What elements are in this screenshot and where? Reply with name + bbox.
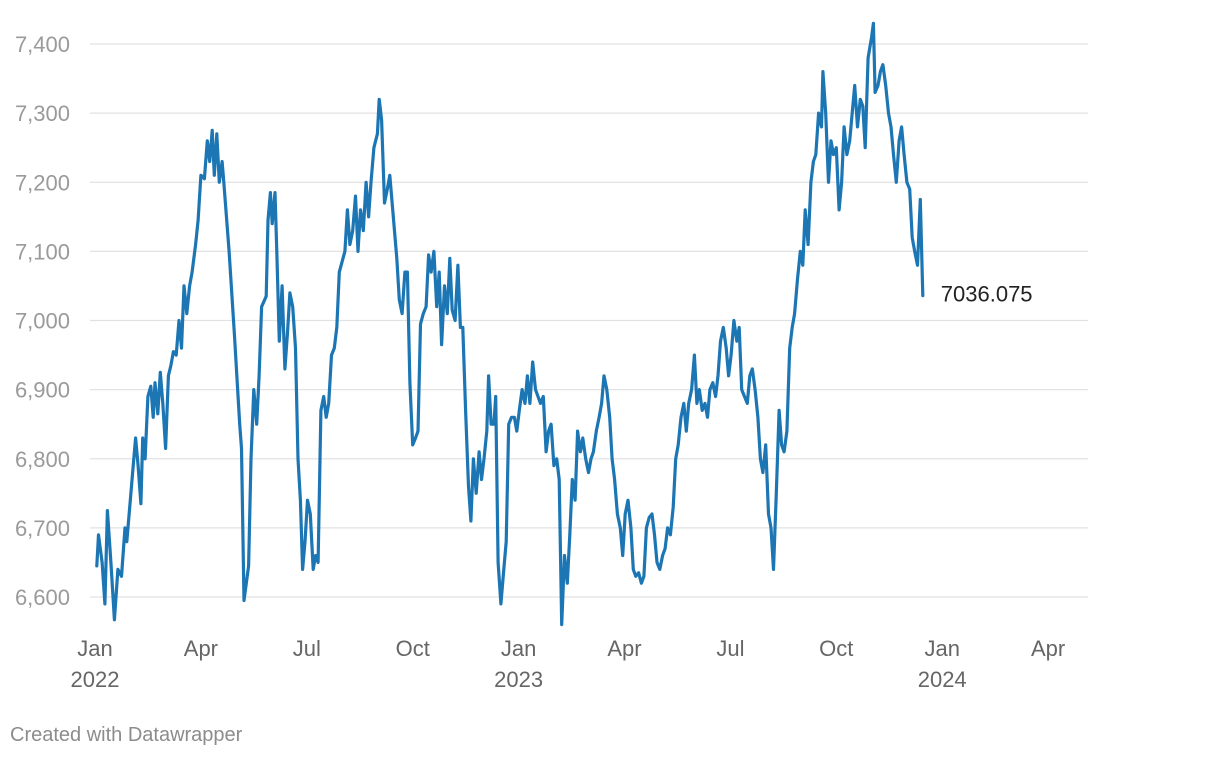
- y-tick-label: 7,100: [15, 239, 70, 264]
- line-chart: 6,600 6,700 6,800 6,900 7,000 7,100 7,200 7,300…: [15, 21, 1088, 692]
- x-tick-label: Jan: [77, 636, 112, 661]
- x-tick-label: Jul: [293, 636, 321, 661]
- y-tick-label: 7,000: [15, 309, 70, 334]
- y-tick-label: 6,700: [15, 516, 70, 541]
- x-tick-label: Oct: [819, 636, 853, 661]
- series-line: [95, 21, 925, 627]
- y-tick-label: 6,800: [15, 447, 70, 472]
- y-axis-labels: 6,600 6,700 6,800 6,900 7,000 7,100 7,200 7,300…: [15, 32, 70, 610]
- gridlines: [90, 43, 1088, 598]
- y-tick-label: 7,300: [15, 101, 70, 126]
- x-tick-year: 2023: [494, 667, 543, 692]
- x-axis-labels: Jan 2022 Apr Jul Oct Jan 2023 Apr Jul Oct Jan 2024 A…: [71, 636, 1066, 692]
- x-tick-label: Apr: [1031, 636, 1065, 661]
- x-tick-label: Jan: [501, 636, 536, 661]
- footer-credit: Created with Datawrapper: [10, 724, 243, 746]
- series-end-label: 7036.075: [941, 282, 1033, 307]
- y-tick-label: 6,600: [15, 585, 70, 610]
- y-tick-label: 7,200: [15, 170, 70, 195]
- y-tick-label: 6,900: [15, 378, 70, 403]
- x-tick-label: Apr: [607, 636, 641, 661]
- x-tick-year: 2022: [71, 667, 120, 692]
- x-tick-label: Oct: [396, 636, 430, 661]
- x-tick-year: 2024: [918, 667, 967, 692]
- x-tick-label: Jul: [716, 636, 744, 661]
- x-tick-label: Jan: [924, 636, 959, 661]
- x-tick-label: Apr: [184, 636, 218, 661]
- series-layer: 7036.075: [95, 21, 1033, 627]
- y-tick-label: 7,400: [15, 32, 70, 57]
